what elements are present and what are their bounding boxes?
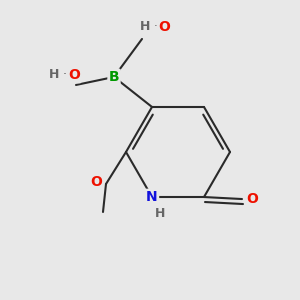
Text: ·: ·	[63, 68, 67, 82]
Text: N: N	[146, 190, 158, 204]
Text: H: H	[49, 68, 59, 82]
Text: O: O	[68, 68, 80, 82]
Text: H: H	[155, 206, 165, 220]
Text: ·: ·	[154, 20, 158, 34]
Text: H: H	[140, 20, 150, 34]
Text: O: O	[90, 175, 102, 189]
Text: O: O	[246, 192, 258, 206]
Text: O: O	[158, 20, 170, 34]
Text: B: B	[109, 70, 119, 84]
